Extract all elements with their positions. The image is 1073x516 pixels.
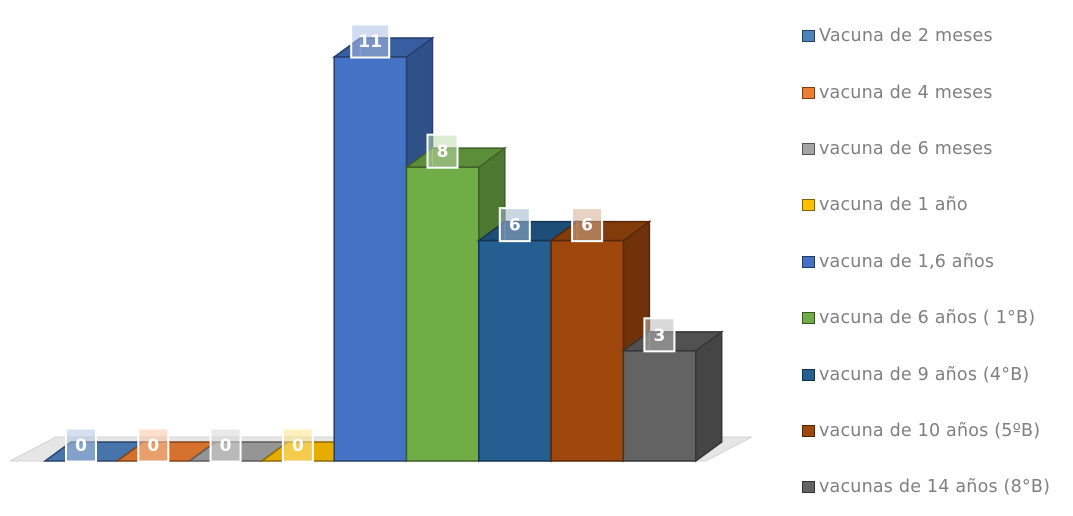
legend-label: vacuna de 1 año bbox=[819, 195, 968, 216]
legend-item-vacuna-de-6-meses: vacuna de 6 meses bbox=[802, 121, 1070, 177]
data-label-vacuna-de-1-ano: 0 bbox=[281, 427, 314, 463]
legend-swatch bbox=[802, 30, 815, 43]
data-label-text: 3 bbox=[653, 326, 665, 346]
data-label-text: 0 bbox=[75, 436, 87, 456]
legend-label: vacuna de 9 años (4°B) bbox=[819, 364, 1030, 385]
legend-swatch bbox=[802, 312, 815, 325]
legend-item-vacuna-de-4-meses: vacuna de 4 meses bbox=[802, 64, 1070, 120]
data-label-text: 0 bbox=[147, 436, 159, 456]
legend-label: vacunas de 14 años (8°B) bbox=[819, 477, 1051, 498]
legend-item-vacuna-de-10-anos-5-b: vacuna de 10 años (5ºB) bbox=[802, 403, 1070, 459]
bar-chart: 0 0 0 0 11 8 6 6 3 bbox=[9, 23, 752, 463]
data-label-vacuna-de-6-anos-1-b: 8 bbox=[426, 133, 459, 169]
legend-label: vacuna de 6 meses bbox=[819, 138, 993, 159]
data-label-vacuna-de-2-meses: 0 bbox=[65, 427, 97, 463]
data-label-text: 0 bbox=[220, 436, 232, 456]
legend-swatch bbox=[802, 368, 815, 381]
legend-item-vacunas-de-14-anos-8-b: vacunas de 14 años (8°B) bbox=[802, 459, 1070, 515]
legend-swatch bbox=[802, 255, 815, 268]
chart-legend: Vacuna de 2 meses vacuna de 4 meses vacuna… bbox=[802, 8, 1070, 516]
data-label-vacuna-de-10-anos-5-b: 6 bbox=[571, 207, 604, 243]
legend-label: vacuna de 6 años ( 1°B) bbox=[819, 308, 1036, 329]
data-label-text: 11 bbox=[358, 32, 382, 52]
data-label-vacuna-de-9-anos-4-b: 6 bbox=[498, 207, 531, 243]
chart-data-labels: 0 0 0 0 11 8 6 6 3 bbox=[65, 23, 676, 463]
legend-item-vacuna-de-2-meses: Vacuna de 2 meses bbox=[802, 8, 1070, 64]
chart-bars bbox=[42, 36, 724, 463]
legend-swatch bbox=[802, 481, 815, 494]
legend-item-vacuna-de-6-anos-1-b: vacuna de 6 años ( 1°B) bbox=[802, 290, 1070, 346]
data-label-vacunas-de-14-anos-8-b: 3 bbox=[643, 317, 676, 353]
data-label-text: 6 bbox=[581, 216, 593, 236]
legend-swatch bbox=[802, 424, 815, 437]
legend-swatch bbox=[802, 199, 815, 212]
legend-item-vacuna-de-1-ano: vacuna de 1 año bbox=[802, 177, 1070, 233]
legend-item-vacuna-de-9-anos-4-b: vacuna de 9 años (4°B) bbox=[802, 346, 1070, 402]
legend-swatch bbox=[802, 142, 815, 155]
data-label-text: 8 bbox=[437, 142, 449, 162]
data-label-vacuna-de-6-meses: 0 bbox=[209, 427, 242, 463]
data-label-text: 0 bbox=[292, 436, 304, 456]
legend-label: Vacuna de 2 meses bbox=[819, 26, 993, 47]
legend-swatch bbox=[802, 86, 815, 99]
data-label-text: 6 bbox=[509, 216, 521, 236]
data-label-vacuna-de-4-meses: 0 bbox=[137, 427, 170, 463]
legend-item-vacuna-de-1-6-anos: vacuna de 1,6 años bbox=[802, 234, 1070, 290]
data-label-vacuna-de-1-6-anos: 11 bbox=[350, 23, 391, 59]
legend-label: vacuna de 4 meses bbox=[819, 82, 993, 103]
legend-label: vacuna de 1,6 años bbox=[819, 251, 995, 272]
legend-label: vacuna de 10 años (5ºB) bbox=[819, 420, 1041, 441]
